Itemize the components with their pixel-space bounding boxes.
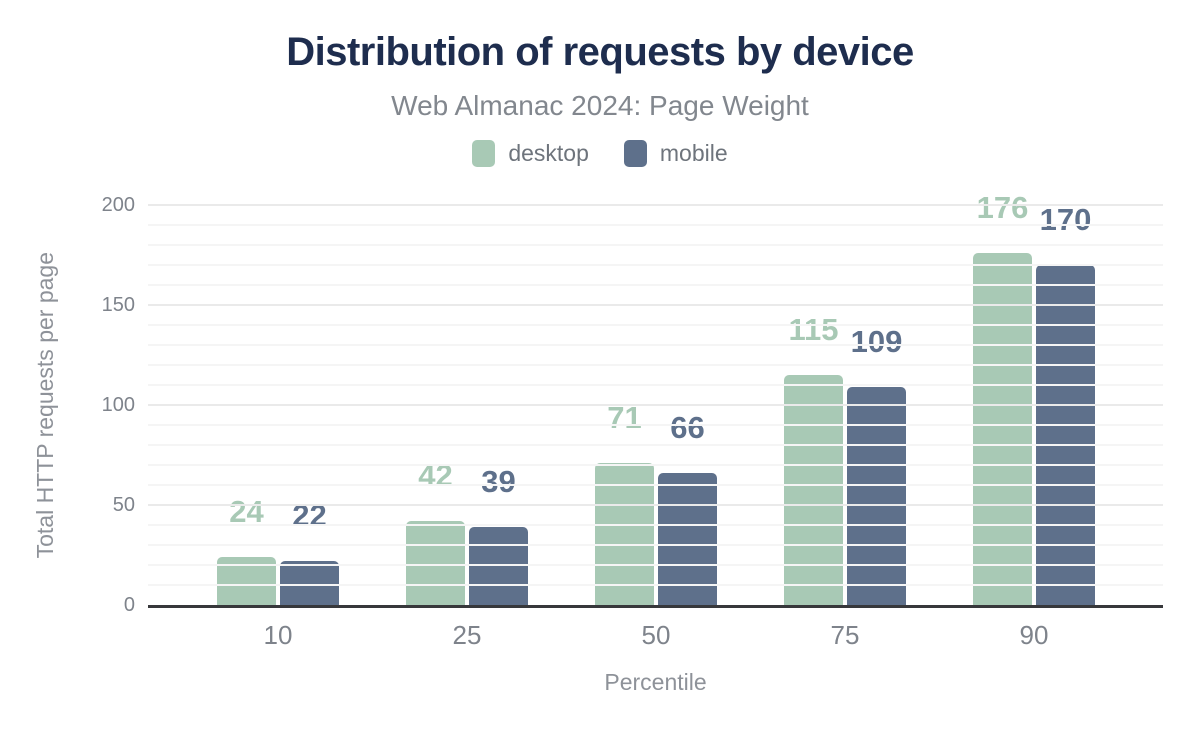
bar-col-mobile-p10: 22 (280, 500, 339, 605)
y-tick-0: 0 (123, 594, 135, 616)
bar-mobile-p50 (658, 473, 717, 605)
bar-desktop-p90 (973, 253, 1032, 605)
legend-item-desktop[interactable]: desktop (472, 140, 589, 167)
bar-col-mobile-p75: 109 (847, 326, 906, 605)
bar-value-desktop-p25: 42 (418, 458, 453, 493)
bar-mobile-p75 (847, 387, 906, 605)
chart-title: Distribution of requests by device (286, 30, 914, 74)
bar-value-mobile-p50: 66 (670, 410, 705, 445)
bar-desktop-p50 (595, 463, 654, 605)
bar-value-mobile-p75: 109 (850, 324, 903, 359)
bar-value-desktop-p10: 24 (229, 494, 264, 529)
bar-group-p90: 176 170 90 (973, 192, 1095, 650)
bars-row: 24 22 10 42 39 25 71 66 50 115 109 75 176 170 90 (148, 192, 1163, 650)
bar-group-p25: 42 39 25 (406, 460, 528, 650)
x-tick-75: 75 (830, 620, 860, 650)
bar-desktop-p75 (784, 375, 843, 605)
bar-col-mobile-p25: 39 (469, 466, 528, 605)
bar-mobile-p25 (469, 527, 528, 605)
bar-value-mobile-p10: 22 (292, 498, 327, 533)
bar-mobile-p90 (1036, 265, 1095, 605)
y-tick-50: 50 (112, 494, 135, 516)
bar-desktop-p10 (217, 557, 276, 605)
bar-col-mobile-p90: 170 (1036, 204, 1095, 605)
bar-value-mobile-p90: 170 (1039, 202, 1092, 237)
desktop-swatch-icon (472, 140, 496, 167)
bar-col-desktop-p90: 176 (973, 192, 1032, 605)
bar-col-desktop-p10: 24 (217, 496, 276, 605)
bar-group-p75: 115 109 75 (784, 314, 906, 650)
bar-col-mobile-p50: 66 (658, 412, 717, 605)
bar-col-desktop-p50: 71 (595, 402, 654, 605)
legend: desktop mobile (0, 140, 1200, 167)
x-tick-25: 25 (452, 620, 482, 650)
bar-desktop-p25 (406, 521, 465, 605)
x-tick-10: 10 (263, 620, 293, 650)
bar-col-desktop-p25: 42 (406, 460, 465, 605)
bar-value-desktop-p50: 71 (607, 400, 642, 435)
y-axis-title-text: Total HTTP requests per page (31, 251, 58, 559)
x-tick-50: 50 (641, 620, 671, 650)
x-axis-title: Percentile (604, 669, 707, 695)
bar-mobile-p10 (280, 561, 339, 605)
y-tick-100: 100 (101, 394, 135, 416)
chart-subtitle: Web Almanac 2024: Page Weight (391, 90, 809, 121)
x-tick-90: 90 (1019, 620, 1049, 650)
legend-item-mobile[interactable]: mobile (623, 140, 728, 167)
plot-area: Total HTTP requests per page Percentile … (32, 192, 1163, 695)
y-tick-150: 150 (101, 294, 135, 316)
y-axis-title: Total HTTP requests per page (30, 205, 60, 605)
bar-value-desktop-p75: 115 (788, 312, 839, 347)
legend-label-mobile: mobile (659, 140, 728, 166)
bar-group-p50: 71 66 50 (595, 402, 717, 650)
bar-value-mobile-p25: 39 (481, 464, 516, 499)
y-tick-200: 200 (101, 194, 135, 216)
legend-label-desktop: desktop (508, 140, 589, 166)
bar-group-p10: 24 22 10 (217, 496, 339, 650)
bar-col-desktop-p75: 115 (784, 314, 843, 605)
bar-value-desktop-p90: 176 (976, 190, 1029, 225)
mobile-swatch-icon (623, 140, 647, 167)
